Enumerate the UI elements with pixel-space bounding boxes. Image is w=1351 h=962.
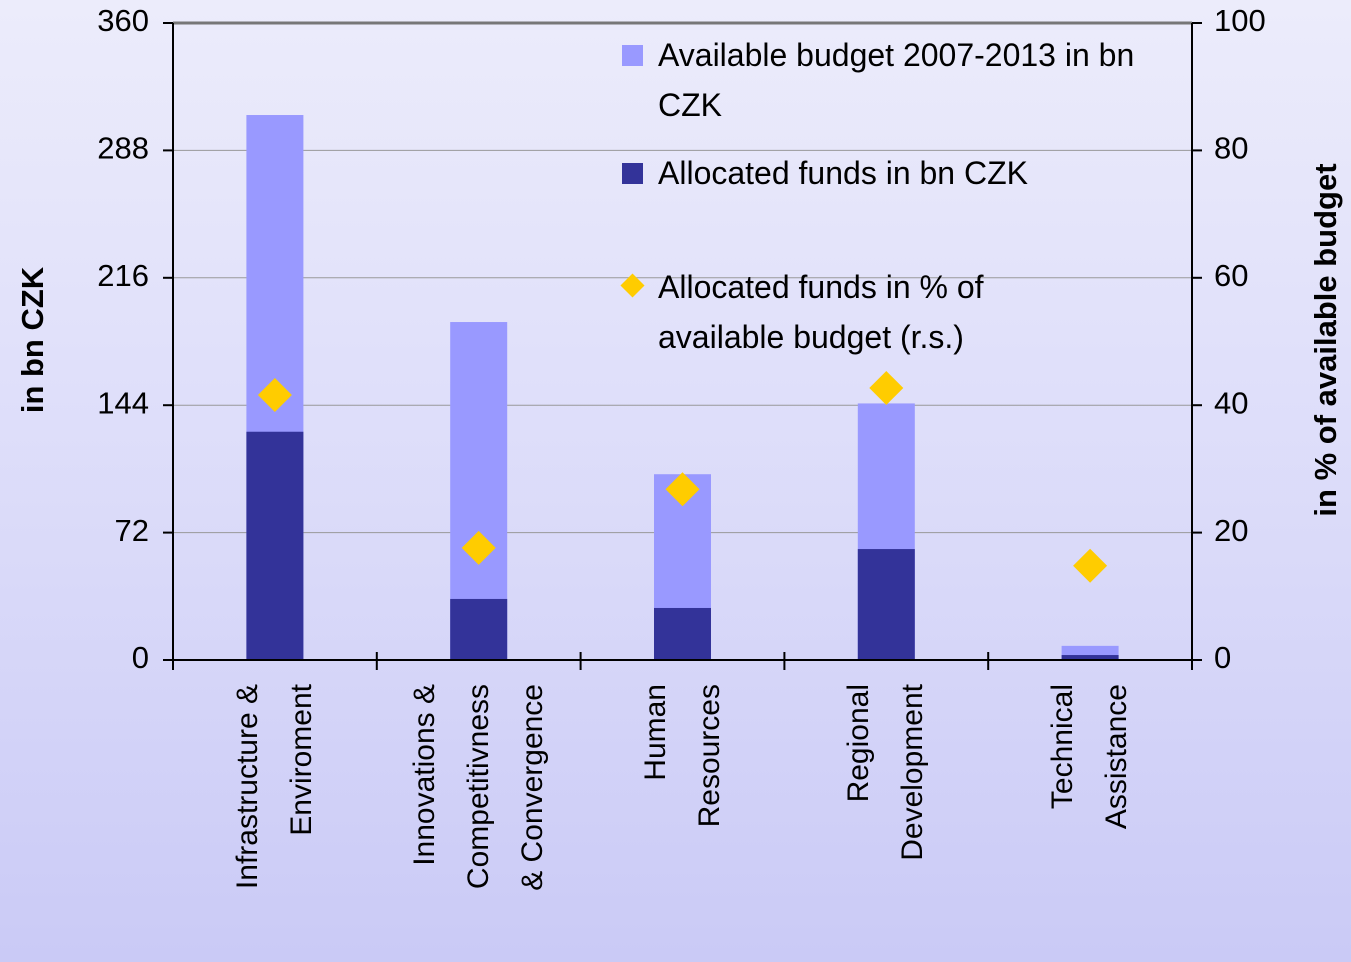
legend-label: Allocated funds in % of available budget… [658, 269, 984, 355]
x-tick-label: Regional Development [842, 684, 930, 861]
x-tick-label: Infrastructure & Enviroment [230, 684, 318, 890]
y-tick-label: 0 [132, 640, 149, 675]
bar [450, 598, 508, 660]
x-tick-label: Technical Assistance [1046, 684, 1134, 830]
x-tick-label: Human Resources [638, 684, 726, 828]
legend-marker [622, 45, 643, 66]
bar [1061, 655, 1119, 660]
y2-tick-label: 0 [1214, 640, 1231, 675]
y2-tick-label: 20 [1214, 513, 1248, 548]
diamond-marker [257, 378, 292, 413]
y2-axis-title: in % of available budget [1308, 163, 1343, 516]
bar [246, 431, 304, 660]
y-axis-title: in bn CZK [15, 266, 50, 413]
y-tick-label: 288 [97, 131, 149, 166]
diamond-marker [1073, 548, 1108, 583]
bar [857, 549, 915, 660]
y2-tick-label: 100 [1214, 3, 1266, 38]
legend-label: Available budget 2007-2013 in bn CZK [658, 37, 1135, 123]
legend-label: Allocated funds in bn CZK [658, 155, 1028, 191]
diamond-marker [461, 530, 496, 565]
x-tick-label: Innovations & Competitivness & Convergen… [407, 684, 549, 891]
y-tick-label: 144 [97, 385, 149, 420]
y-tick-label: 216 [97, 258, 149, 293]
bar [654, 607, 711, 660]
legend-marker [622, 163, 643, 184]
y2-tick-label: 80 [1214, 131, 1248, 166]
diamond-marker [665, 472, 700, 507]
y-tick-label: 72 [115, 513, 149, 548]
y2-tick-label: 60 [1214, 258, 1248, 293]
y2-tick-label: 40 [1214, 385, 1248, 420]
diamond-marker [869, 371, 904, 406]
y-tick-label: 360 [97, 3, 149, 38]
